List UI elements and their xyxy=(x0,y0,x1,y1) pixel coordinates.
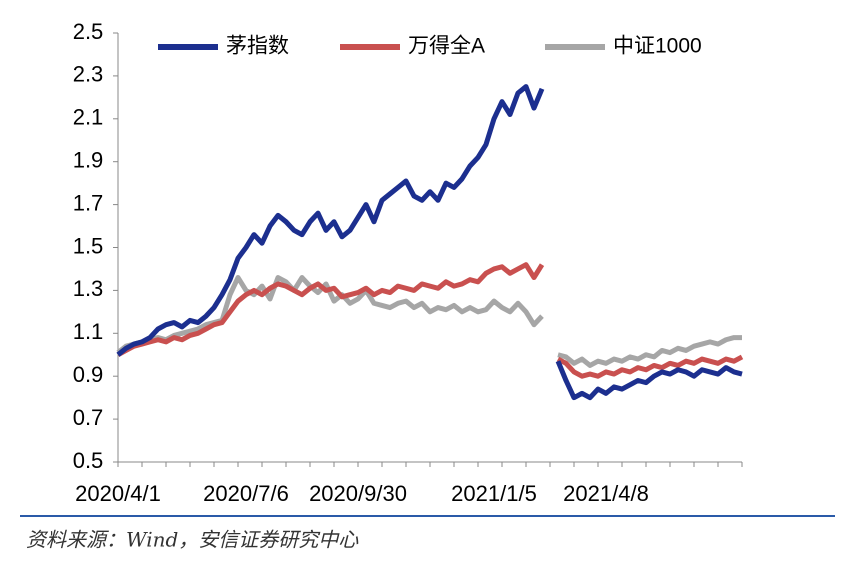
legend-label: 万得全A xyxy=(408,35,485,58)
series-line xyxy=(116,275,742,368)
x-tick-label: 2020/4/1 xyxy=(75,481,161,506)
y-tick-label: 1.7 xyxy=(73,190,104,215)
y-tick-label: 0.7 xyxy=(73,405,104,430)
y-tick-label: 0.9 xyxy=(73,362,104,387)
y-tick-label: 0.5 xyxy=(73,448,104,473)
y-tick-label: 1.9 xyxy=(73,148,104,173)
y-tick-label: 2.1 xyxy=(73,105,104,130)
y-tick-label: 2.3 xyxy=(73,62,104,87)
x-tick-label: 2021/1/5 xyxy=(451,481,537,506)
y-tick-label: 1.1 xyxy=(73,319,104,344)
x-tick-label: 2021/4/8 xyxy=(563,481,649,506)
x-tick-label: 2020/9/30 xyxy=(309,481,407,506)
legend-label: 中证1000 xyxy=(613,35,702,58)
legend-label: 茅指数 xyxy=(226,35,289,58)
y-tick-label: 1.5 xyxy=(73,233,104,258)
source-note: 资料来源：Wind，安信证券研究中心 xyxy=(26,528,359,552)
x-tick-label: 2020/7/6 xyxy=(203,481,289,506)
y-tick-label: 2.5 xyxy=(73,19,104,44)
y-tick-label: 1.3 xyxy=(73,276,104,301)
series-line xyxy=(116,84,743,401)
series-line xyxy=(116,262,744,379)
